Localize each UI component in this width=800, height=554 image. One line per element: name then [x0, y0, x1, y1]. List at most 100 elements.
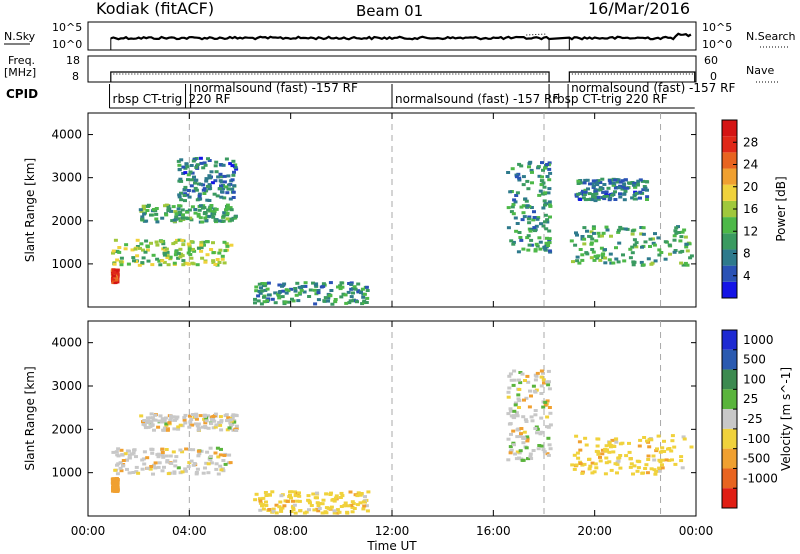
nsky-trace: [110, 32, 692, 41]
power-echo-cell: [177, 168, 182, 172]
velocity-echo-cell: [216, 472, 221, 476]
power-echo-cell: [179, 198, 184, 202]
velocity-echo-cell: [516, 393, 521, 397]
velocity-echo-cell: [308, 501, 312, 505]
velocity-echo-cell: [524, 396, 529, 400]
power-echo-cell: [174, 215, 179, 219]
velocity-echo-cell: [533, 413, 538, 417]
cpid-label-3: normalsound (fast) -157 RF: [395, 92, 559, 106]
velocity-echo-cell: [196, 422, 201, 426]
velocity-echo-cell: [196, 449, 201, 453]
velocity-echo-cell: [140, 467, 145, 471]
velocity-echo-cell: [119, 469, 124, 473]
power-echo-cell: [539, 179, 544, 183]
velocity-echo-cell: [125, 467, 129, 471]
power-echo-cell: [178, 219, 183, 223]
power-echo-cell: [538, 240, 543, 244]
power-echo-cell: [155, 220, 160, 224]
power-echo-cell: [607, 179, 612, 183]
velocity-echo-cell: [203, 421, 208, 425]
velocity-echo-cell: [521, 458, 526, 462]
velocity-echo-cell: [204, 461, 209, 465]
velocity-echo-cell: [533, 378, 538, 382]
power-echo-cell: [586, 187, 590, 191]
power-echo-cell: [541, 168, 545, 172]
velocity-echo-cell: [624, 454, 629, 458]
velocity-echo-cell: [518, 381, 523, 385]
power-echo-cell: [547, 241, 552, 245]
velocity-echo-cell: [139, 414, 144, 418]
velocity-echo-cell: [197, 452, 202, 456]
power-echo-cell: [293, 289, 298, 293]
power-echo-cell: [221, 219, 226, 223]
velocity-echo-cell: [679, 455, 684, 459]
power-echo-cell: [593, 188, 598, 192]
velocity-colorbar-frame: [721, 329, 738, 509]
power-echo-cell: [164, 213, 169, 217]
velocity-echo-cell: [136, 471, 141, 475]
power-echo-cell: [283, 300, 288, 304]
velocity-echo-cell: [516, 378, 521, 382]
power-echo-cell: [300, 285, 305, 288]
power-echo-cell: [217, 251, 222, 255]
velocity-echo-cell: [156, 425, 161, 429]
power-echo-cell: [684, 242, 689, 246]
power-echo-cell: [151, 208, 156, 211]
velocity-echo-cell: [148, 467, 153, 471]
velocity-echo-cell: [610, 438, 615, 442]
power-echo-cell: [165, 250, 170, 254]
velocity-echo-cell: [167, 421, 172, 425]
velocity-echo-cell: [672, 445, 677, 449]
power-echo-cell: [177, 193, 182, 197]
power-echo-cell: [583, 190, 588, 194]
power-echo-cell: [588, 235, 593, 239]
power-echo-cell: [111, 268, 116, 272]
velocity-echo-cell: [664, 458, 669, 462]
power-echo-cell: [535, 217, 540, 221]
freq-tick-top: 18: [66, 54, 80, 67]
power-echo-cell: [543, 203, 547, 207]
power-echo-cell: [595, 182, 600, 186]
velocity-echo-cell: [283, 499, 288, 503]
power-echo-cell: [201, 188, 206, 192]
velocity-echo-cell: [512, 409, 517, 413]
power-echo-cell: [645, 195, 650, 199]
velocity-echo-cell: [317, 502, 322, 505]
velocity-echo-cell: [546, 453, 551, 457]
power-echo-cell: [540, 161, 544, 165]
power-echo-cell: [146, 203, 151, 207]
velocity-echo-cell: [332, 499, 337, 503]
power-echo-cell: [611, 181, 616, 185]
velocity-echo-cell: [291, 499, 295, 503]
power-echo-cell: [188, 170, 193, 174]
power-echo-cell: [547, 178, 552, 182]
velocity-echo-cell: [627, 441, 631, 445]
power-echo-cell: [289, 287, 294, 291]
power-ylabel: Slant Range [km]: [23, 158, 37, 262]
velocity-echo-cell: [531, 449, 536, 452]
power-echo-cell: [207, 214, 212, 218]
power-echo-cell: [519, 238, 524, 242]
power-echo-cell: [276, 292, 281, 296]
power-echo-cell: [266, 297, 271, 301]
power-echo-cell: [198, 182, 203, 186]
velocity-echo-cell: [278, 500, 283, 504]
velocity-echo-cell: [628, 465, 633, 469]
power-echo-cell: [205, 185, 210, 189]
power-echo-cell: [529, 228, 534, 231]
power-echo-cell: [322, 299, 327, 303]
power-echo-cell: [543, 166, 547, 170]
power-echo-cell: [592, 258, 597, 262]
velocity-echo-cell: [613, 462, 618, 466]
velocity-echo-cell: [315, 501, 320, 505]
velocity-echo-cell: [662, 450, 667, 453]
velocity-echo-cell: [361, 507, 366, 511]
power-echo-cell: [190, 261, 195, 265]
power-echo-cell: [214, 160, 219, 164]
velocity-echo-cell: [142, 423, 147, 427]
power-echo-cell: [547, 229, 552, 233]
power-echo-cell: [509, 210, 514, 214]
velocity-echo-cell: [607, 443, 612, 447]
velocity-echo-cell: [646, 458, 651, 461]
power-echo-cell: [187, 208, 192, 212]
